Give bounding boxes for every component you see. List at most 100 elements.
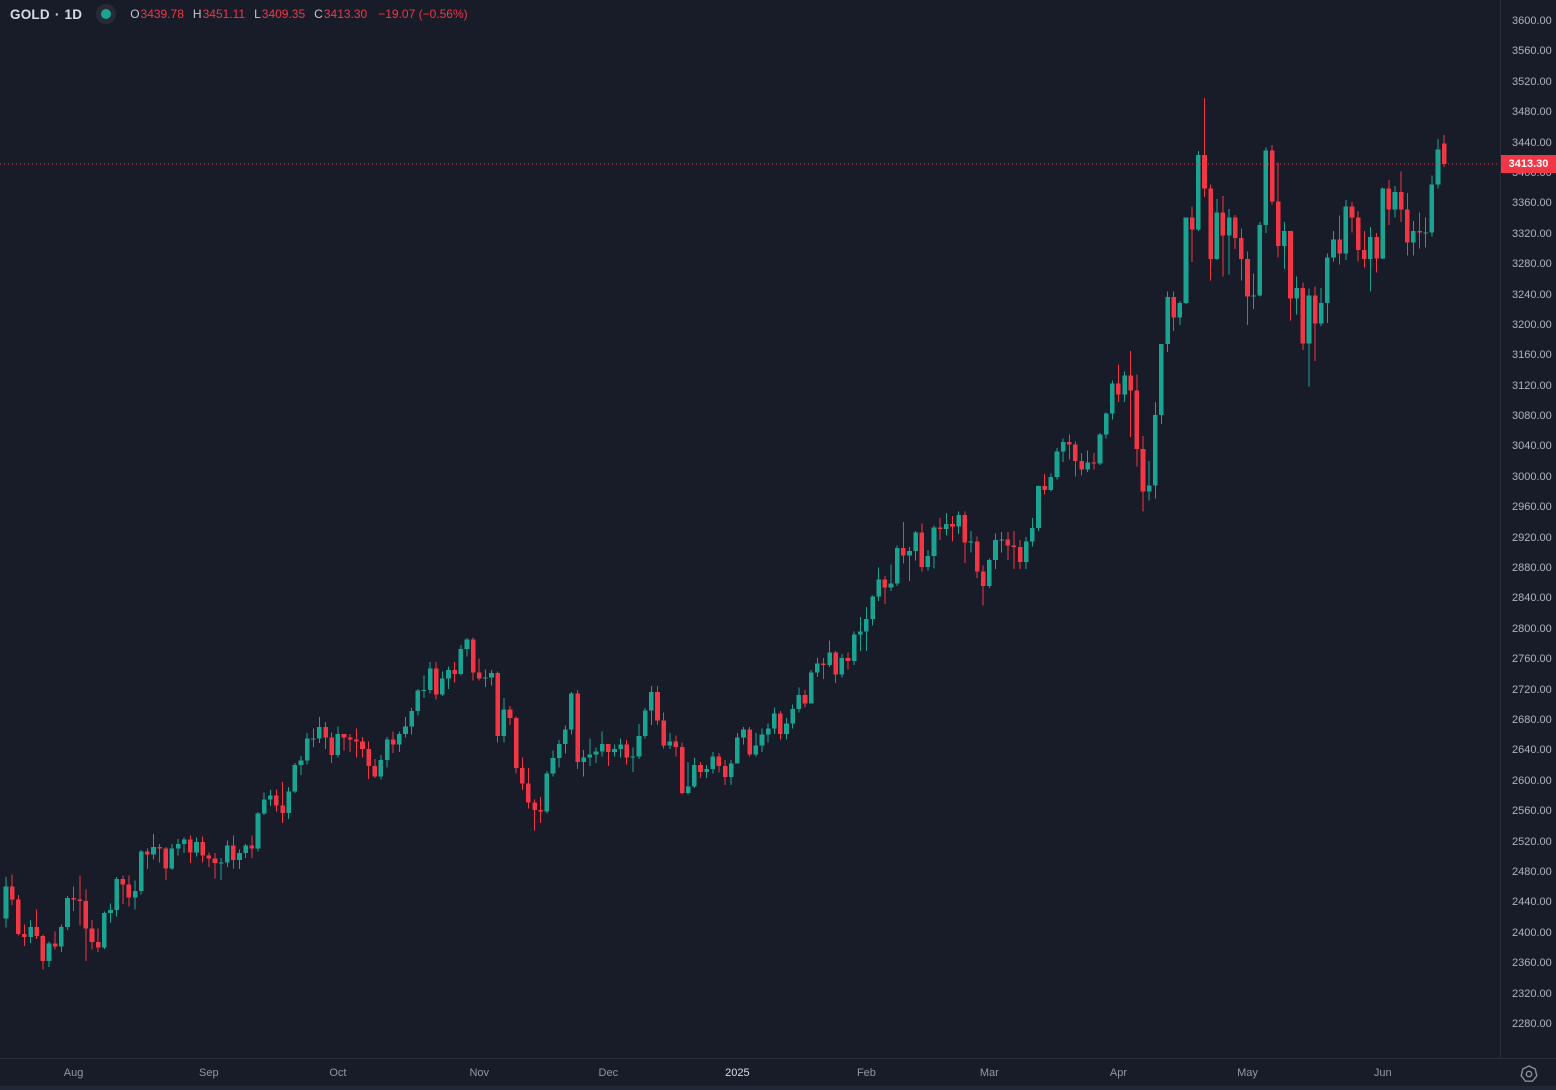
candle-body	[925, 556, 931, 567]
candle-body	[1263, 150, 1269, 225]
candle-body	[335, 733, 341, 756]
candle-body	[476, 672, 482, 679]
candle-body	[784, 723, 789, 734]
price-tick-label: 2320.00	[1512, 987, 1552, 1000]
candle-body	[145, 851, 150, 855]
candle-body	[956, 515, 961, 527]
candle-body	[1036, 486, 1041, 529]
candle-body	[1294, 287, 1299, 299]
price-tick-label: 2400.00	[1512, 926, 1552, 939]
price-tick-label: 2800.00	[1512, 622, 1552, 635]
candle-body	[218, 862, 224, 864]
candle-body	[304, 738, 310, 761]
price-tick-label: 3000.00	[1512, 470, 1552, 483]
candle-body	[1177, 303, 1183, 318]
price-tick-label: 2520.00	[1512, 835, 1552, 848]
candle-body	[421, 689, 427, 691]
candle-body	[1343, 206, 1349, 254]
candle-body	[1048, 477, 1054, 491]
candle-body	[194, 841, 199, 853]
price-axis[interactable]: 3600.00 3560.00 3520.00 3480.00 3440.00 3400.…	[1500, 0, 1556, 1058]
candle-body	[1171, 297, 1177, 318]
time-axis[interactable]: Aug Sep Oct Nov Dec 2025 Feb Mar Apr May Jun	[0, 1058, 1556, 1090]
candle-body	[372, 765, 378, 777]
candle-body	[120, 879, 126, 885]
price-tick-label: 2960.00	[1512, 501, 1552, 514]
candle-body	[188, 839, 193, 853]
price-tick-label: 3320.00	[1512, 227, 1552, 240]
candle-body	[1429, 184, 1435, 233]
candle-body	[243, 845, 248, 854]
candle-body	[618, 744, 623, 750]
candle-body	[999, 539, 1004, 541]
candle-body	[1423, 232, 1429, 234]
candle-body	[513, 717, 519, 769]
candle-body	[157, 847, 162, 849]
candle-body	[329, 737, 335, 756]
price-tick-label: 2600.00	[1512, 774, 1552, 787]
candle-body	[919, 532, 925, 567]
candle-body	[845, 657, 851, 661]
candle-body	[765, 728, 771, 735]
candle-body	[937, 527, 943, 529]
candle-body	[163, 848, 169, 869]
time-tick-month: May	[1237, 1067, 1258, 1079]
candle-body	[636, 736, 642, 757]
candle-body	[679, 746, 685, 794]
candle-body	[1318, 303, 1324, 324]
candle-body	[685, 786, 691, 794]
open-value: O 3439.78	[130, 7, 184, 21]
candle-body	[1042, 486, 1047, 491]
candle-body	[354, 739, 359, 742]
candle-body	[1128, 375, 1134, 391]
candle-body	[1232, 217, 1238, 238]
candle-body	[882, 579, 888, 588]
candle-body	[175, 844, 181, 849]
candle-body	[1122, 375, 1127, 395]
candle-body	[808, 672, 814, 704]
price-tick-label: 3200.00	[1512, 318, 1552, 331]
price-tick-label: 2360.00	[1512, 957, 1552, 970]
candle-body	[556, 743, 562, 759]
candle-body	[1306, 295, 1312, 344]
candle-body	[741, 729, 746, 738]
candle-body	[612, 749, 617, 753]
candle-body	[1146, 485, 1152, 492]
candle-body	[1282, 230, 1287, 247]
candle-body	[22, 933, 27, 937]
market-status-icon[interactable]	[96, 4, 117, 24]
candle-body	[65, 898, 70, 927]
time-tick-month: Dec	[598, 1067, 619, 1079]
candle-body	[1226, 217, 1232, 236]
candle-body	[255, 813, 261, 849]
candle-body	[3, 886, 9, 919]
price-tick-label: 2680.00	[1512, 714, 1552, 727]
time-tick-month: Nov	[469, 1067, 490, 1079]
symbol-title: GOLD · 1D	[10, 7, 82, 22]
candle-body	[1269, 150, 1275, 202]
symbol-button[interactable]: GOLD	[10, 6, 50, 22]
candle-body	[821, 663, 826, 665]
time-tick-month: Aug	[63, 1067, 84, 1079]
candle-body	[1030, 528, 1035, 542]
candle-body	[962, 515, 968, 543]
candle-body	[735, 737, 740, 764]
interval-button[interactable]: 1D	[64, 6, 83, 22]
price-tick-label: 3040.00	[1512, 440, 1552, 453]
candle-body	[1208, 188, 1213, 260]
candle-body	[827, 652, 832, 665]
candle-body	[200, 841, 205, 856]
candle-body	[968, 541, 974, 543]
candle-body	[1153, 414, 1158, 486]
candle-body	[9, 886, 15, 900]
candle-body	[901, 547, 906, 556]
candle-body	[839, 657, 845, 675]
candle-body	[341, 733, 347, 738]
candle-body	[1017, 547, 1023, 563]
candle-body	[1275, 201, 1281, 247]
timezone-settings-button[interactable]	[1516, 1062, 1542, 1086]
candle-body	[1349, 206, 1355, 218]
candle-body	[728, 763, 734, 778]
time-tick-month: Oct	[329, 1067, 347, 1079]
